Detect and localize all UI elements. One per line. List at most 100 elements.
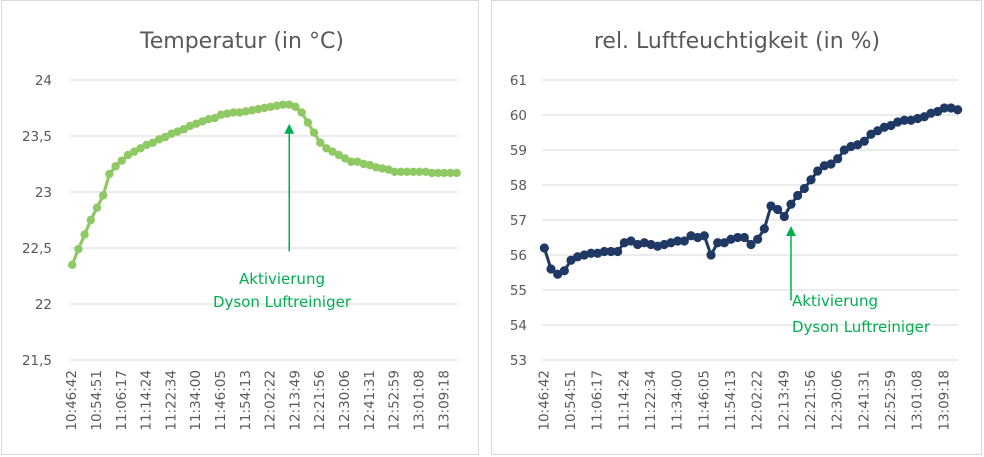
- data-point: [260, 103, 269, 113]
- x-tick-label: 12:52:59: [883, 370, 899, 431]
- y-tick-label: 59: [510, 143, 527, 159]
- series-line: [70, 102, 457, 266]
- x-tick-label: 12:41:31: [856, 370, 872, 431]
- data-point: [799, 183, 809, 194]
- data-point: [123, 150, 133, 160]
- annotation-line-2: Dyson Luftreiniger: [213, 293, 352, 311]
- y-tick-label: 22: [35, 297, 52, 313]
- x-axis-tick-labels: 10:46:42 10:54:51 11:06:17 11:14:24 11:22:34…: [64, 370, 452, 431]
- data-point: [322, 144, 331, 153]
- x-tick-label: 12:13:49: [287, 370, 303, 431]
- data-point: [539, 243, 549, 253]
- data-point: [773, 204, 783, 215]
- data-point: [452, 168, 461, 178]
- data-point: [793, 190, 803, 201]
- x-tick-label: 11:54:13: [238, 370, 254, 431]
- x-tick-label: 11:14:24: [616, 370, 632, 431]
- x-tick-label: 11:14:24: [139, 370, 155, 431]
- data-point: [297, 108, 306, 117]
- data-point: [105, 169, 114, 179]
- y-axis-tick-labels: 53 54 55 56 57 58 59 60 61: [510, 73, 527, 369]
- x-tick-label: 13:09:18: [936, 370, 952, 431]
- data-point: [706, 250, 716, 260]
- y-tick-label: 23,5: [22, 129, 52, 145]
- data-point: [779, 211, 789, 222]
- data-point: [160, 132, 170, 142]
- data-point: [111, 162, 120, 171]
- y-tick-label: 58: [510, 178, 527, 194]
- data-point: [235, 108, 244, 117]
- humidity-chart: rel. Luftfeuchtigkeit (in %) 53545556575…: [510, 29, 963, 431]
- annotation-line-2: Dyson Luftreiniger: [792, 318, 931, 336]
- data-point: [74, 244, 83, 254]
- series-group: [539, 103, 963, 279]
- data-point: [826, 159, 836, 169]
- x-tick-label: 11:34:00: [188, 370, 204, 431]
- y-tick-label: 54: [510, 318, 527, 334]
- x-tick-label: 11:46:05: [696, 370, 712, 431]
- data-point: [673, 236, 683, 246]
- annotation-line-1: Aktivierung: [239, 270, 325, 288]
- data-point: [546, 264, 556, 274]
- y-tick-label: 23: [35, 185, 52, 201]
- data-point: [86, 215, 95, 225]
- data-point: [378, 164, 387, 173]
- x-tick-label: 11:06:17: [590, 370, 606, 431]
- data-point: [347, 157, 356, 166]
- y-tick-label: 53: [510, 353, 527, 369]
- x-axis-tick-labels: 10:46:42 10:54:51 11:06:17 11:14:24 11:22:34…: [536, 370, 952, 431]
- data-point: [396, 167, 406, 177]
- x-tick-label: 12:41:31: [362, 370, 378, 431]
- data-point: [421, 167, 430, 177]
- x-tick-label: 13:01:08: [910, 370, 926, 431]
- data-point: [899, 115, 909, 125]
- data-point: [92, 203, 102, 212]
- data-point: [759, 224, 769, 234]
- annotation-arrow-head: [786, 226, 796, 236]
- data-point: [291, 102, 300, 112]
- data-point: [371, 163, 381, 172]
- data-point: [599, 246, 609, 257]
- x-tick-label: 10:46:42: [64, 370, 80, 431]
- data-point: [241, 107, 251, 116]
- data-point: [328, 147, 337, 156]
- data-point: [753, 234, 763, 244]
- data-point: [415, 167, 424, 177]
- data-point: [80, 230, 89, 239]
- data-point: [713, 238, 723, 248]
- y-tick-label: 57: [510, 213, 527, 229]
- x-tick-label: 12:30:06: [830, 370, 846, 431]
- y-tick-label: 24: [35, 73, 52, 89]
- data-point: [136, 144, 145, 153]
- data-point: [309, 128, 319, 137]
- data-point: [739, 232, 749, 243]
- annotation-arrow-head: [284, 123, 295, 134]
- x-tick-label: 10:54:51: [89, 370, 105, 431]
- data-point: [229, 108, 238, 117]
- data-point: [278, 100, 288, 109]
- series-group: [67, 100, 461, 269]
- data-point: [409, 167, 418, 177]
- y-tick-label: 22,5: [22, 241, 52, 257]
- humidity-chart-panel: rel. Luftfeuchtigkeit (in %) 53 54 55 56 57 5…: [491, 0, 982, 455]
- data-point: [440, 168, 449, 178]
- data-point: [216, 110, 226, 119]
- data-point: [266, 102, 275, 112]
- x-tick-label: 12:13:49: [776, 370, 792, 431]
- chart-title: Temperatur (in °C): [139, 29, 344, 54]
- data-point: [859, 136, 869, 146]
- x-tick-label: 12:02:22: [750, 370, 766, 431]
- activation-annotation: Aktivierung Dyson Luftreiniger: [213, 123, 352, 311]
- x-tick-label: 13:01:08: [411, 370, 427, 431]
- x-tick-label: 11:46:05: [213, 370, 229, 431]
- data-point: [210, 113, 220, 123]
- x-tick-label: 11:22:34: [643, 370, 659, 431]
- x-tick-label: 10:54:51: [563, 370, 579, 431]
- data-point: [446, 168, 455, 178]
- x-tick-label: 12:21:56: [803, 370, 819, 431]
- y-tick-label: 60: [510, 108, 527, 124]
- data-point: [223, 109, 232, 118]
- x-tick-label: 12:21:56: [312, 370, 328, 431]
- x-tick-label: 12:02:22: [263, 370, 279, 431]
- data-point: [254, 104, 263, 114]
